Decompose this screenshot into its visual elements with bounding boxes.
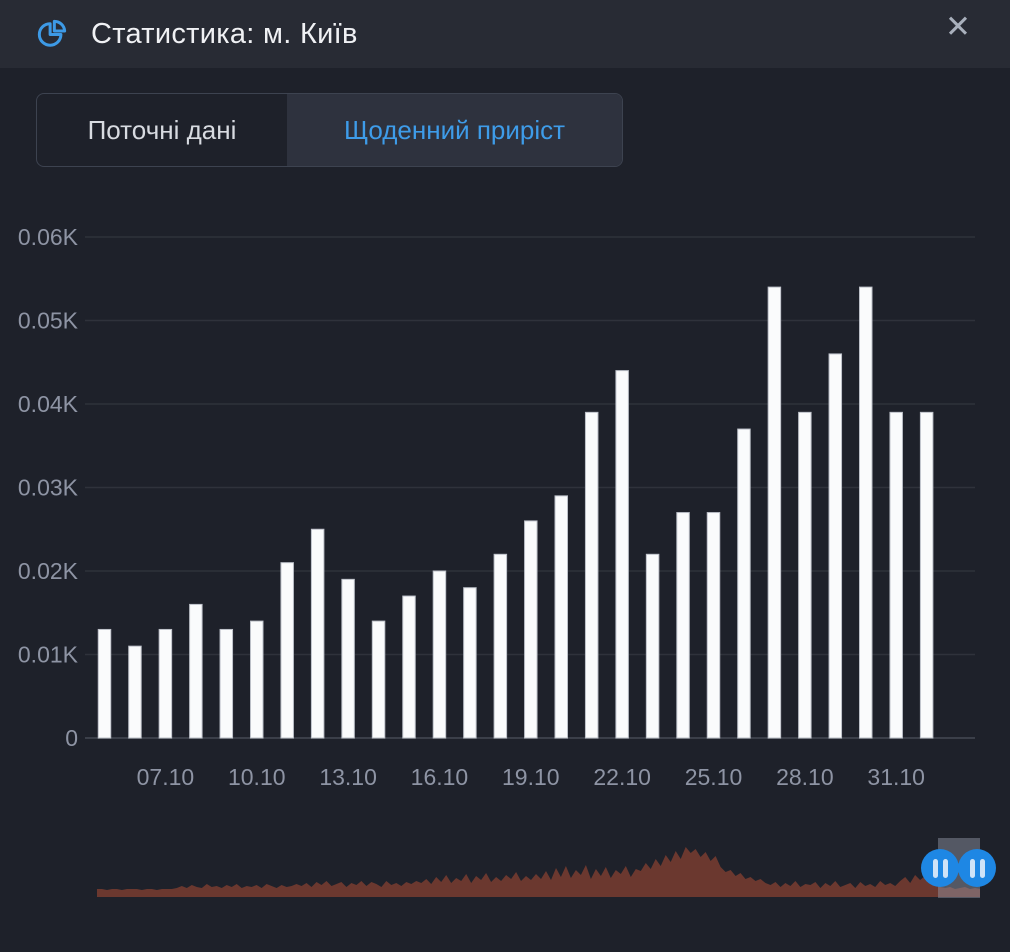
pie-chart-icon — [37, 19, 67, 47]
svg-text:0.06K: 0.06K — [18, 224, 79, 250]
dialog-header: Статистика: м. Київ ✕ — [0, 0, 1010, 68]
dialog-title: Статистика: м. Київ — [91, 17, 358, 50]
close-icon[interactable]: ✕ — [934, 3, 982, 51]
pause-icon — [969, 858, 975, 878]
tab-group: Поточні дані Щоденний приріст — [36, 93, 623, 167]
brush-handle-left[interactable] — [921, 849, 959, 887]
tab-daily-increase[interactable]: Щоденний приріст — [287, 94, 622, 166]
svg-text:0.03K: 0.03K — [18, 475, 79, 501]
pause-icon — [942, 858, 948, 878]
svg-text:19.10: 19.10 — [502, 764, 560, 790]
svg-text:25.10: 25.10 — [685, 764, 743, 790]
svg-text:16.10: 16.10 — [411, 764, 469, 790]
svg-text:28.10: 28.10 — [776, 764, 834, 790]
svg-text:0.01K: 0.01K — [18, 642, 79, 668]
svg-text:0.02K: 0.02K — [18, 558, 79, 584]
daily-increase-bar-chart: 0.06K 0.05K 0.04K 0.03K 0.02K 0.01K 0 07.10 10.1… — [18, 224, 975, 790]
svg-text:13.10: 13.10 — [319, 764, 377, 790]
svg-text:07.10: 07.10 — [137, 764, 195, 790]
svg-text:10.10: 10.10 — [228, 764, 286, 790]
svg-text:0.04K: 0.04K — [18, 391, 79, 417]
svg-text:0.05K: 0.05K — [18, 308, 79, 334]
tab-current-data[interactable]: Поточні дані — [87, 114, 237, 145]
range-navigator-area-chart — [97, 847, 980, 897]
svg-text:0: 0 — [65, 725, 78, 751]
svg-text:31.10: 31.10 — [867, 764, 925, 790]
svg-text:22.10: 22.10 — [593, 764, 651, 790]
pause-icon — [979, 858, 985, 878]
brush-handle-right[interactable] — [958, 849, 996, 887]
pause-icon — [932, 858, 938, 878]
